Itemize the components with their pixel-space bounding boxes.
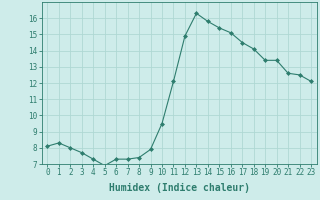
X-axis label: Humidex (Indice chaleur): Humidex (Indice chaleur)	[109, 183, 250, 193]
